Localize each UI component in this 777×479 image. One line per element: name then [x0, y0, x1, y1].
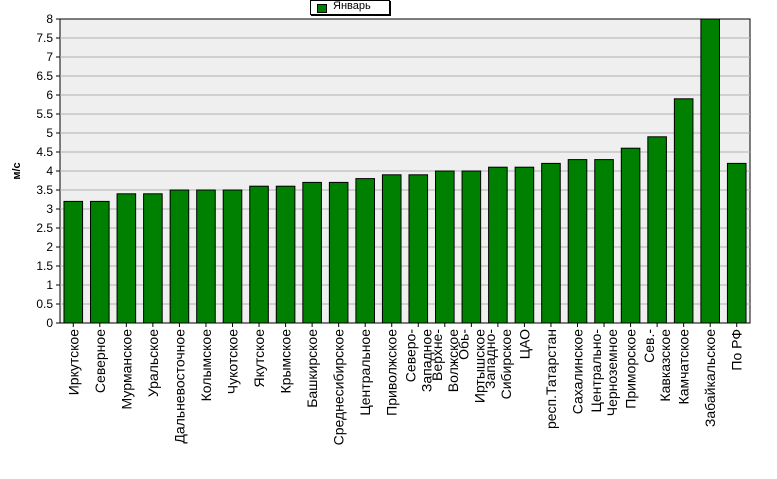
bar [514, 166, 535, 324]
x-tick-label: По РФ [729, 329, 745, 371]
x-tick-label: Западно-Сибирское [482, 329, 514, 400]
bar [408, 174, 429, 324]
x-axis: Иркутское Северное Мурманское Уральское Даль… [65, 323, 745, 446]
x-tick-label: ЦАО [516, 329, 532, 359]
bar [594, 159, 614, 324]
bar [620, 147, 641, 324]
y-tick-label: 2.5 [36, 221, 53, 235]
x-tick-label: Среднесибирское [331, 329, 347, 446]
y-tick-label: 1.5 [36, 259, 53, 273]
x-tick-label: Иркутское [65, 329, 81, 395]
bar [90, 200, 110, 324]
x-tick-label: Северо-Западное [402, 329, 434, 392]
x-tick-label: Обь-Иртышское [455, 329, 487, 403]
x-tick-label: Башкирское [304, 329, 320, 408]
bar [488, 166, 508, 324]
y-tick-label: 5 [46, 126, 53, 140]
bar [63, 200, 84, 324]
x-tick-label: Забайкальское [702, 329, 718, 427]
x-tick-label: Верхне-Волжское [429, 329, 461, 393]
x-tick-label: Чукотское [225, 329, 241, 394]
x-tick-label: Якутское [251, 329, 267, 388]
y-tick-label: 7.5 [36, 31, 53, 45]
x-tick-label: Сев.-Кавказское [641, 329, 673, 402]
bar [647, 136, 667, 324]
bar [196, 189, 216, 324]
y-tick-label: 6 [46, 88, 53, 102]
y-tick-label: 1 [46, 278, 53, 292]
bar [541, 162, 561, 324]
x-tick-label: Центрально-Черноземное [588, 329, 620, 417]
y-tick-label: 6.5 [36, 69, 53, 83]
y-tick-label: 3.5 [36, 183, 53, 197]
bar [355, 178, 375, 324]
x-tick-label: Дальневосточное [171, 329, 187, 444]
y-tick-label: 0.5 [36, 297, 53, 311]
bars [63, 18, 747, 324]
x-tick-label: Сахалинское [570, 329, 586, 414]
bar [461, 170, 482, 324]
bar [275, 185, 296, 324]
y-axis: 0 0.5 1 1.5 2 2.5 3 3.5 4 4.5 5 5.5 6 6.5 7 7.5 8 [36, 12, 60, 330]
x-tick-label: Приморское [623, 329, 639, 409]
y-tick-label: 4.5 [36, 145, 53, 159]
y-tick-label: 2 [46, 240, 53, 254]
bar [381, 174, 402, 324]
x-tick-label: Камчатское [676, 329, 692, 405]
x-tick-label: Колымское [198, 329, 214, 402]
bar [726, 162, 747, 324]
bar [302, 181, 322, 324]
x-tick-label: Приволжское [384, 329, 400, 416]
x-tick-label: респ.Татарстан [543, 329, 559, 429]
y-tick-label: 5.5 [36, 107, 53, 121]
bar [249, 185, 269, 324]
x-tick-label: Уральское [145, 329, 161, 397]
bar [222, 189, 243, 324]
x-tick-label: Крымское [278, 329, 294, 394]
bar [567, 159, 588, 324]
x-tick-label: Северное [92, 329, 108, 393]
x-tick-label: Мурманское [118, 329, 134, 410]
y-tick-label: 0 [46, 316, 53, 330]
x-tick-label: Центральное [357, 329, 373, 416]
bar [116, 193, 137, 324]
bar [169, 189, 190, 324]
bar [435, 170, 455, 324]
legend: Январь [310, 0, 390, 15]
y-tick-label: 7 [46, 50, 53, 64]
legend-label: Январь [333, 0, 371, 12]
bar [328, 181, 349, 324]
y-tick-label: 8 [46, 12, 53, 26]
y-tick-label: 3 [46, 202, 53, 216]
bar [673, 98, 694, 324]
y-tick-label: 4 [46, 164, 53, 178]
bar [143, 193, 163, 324]
legend-swatch [317, 4, 327, 13]
bar [700, 18, 720, 324]
y-axis-label: м/с [11, 162, 23, 179]
